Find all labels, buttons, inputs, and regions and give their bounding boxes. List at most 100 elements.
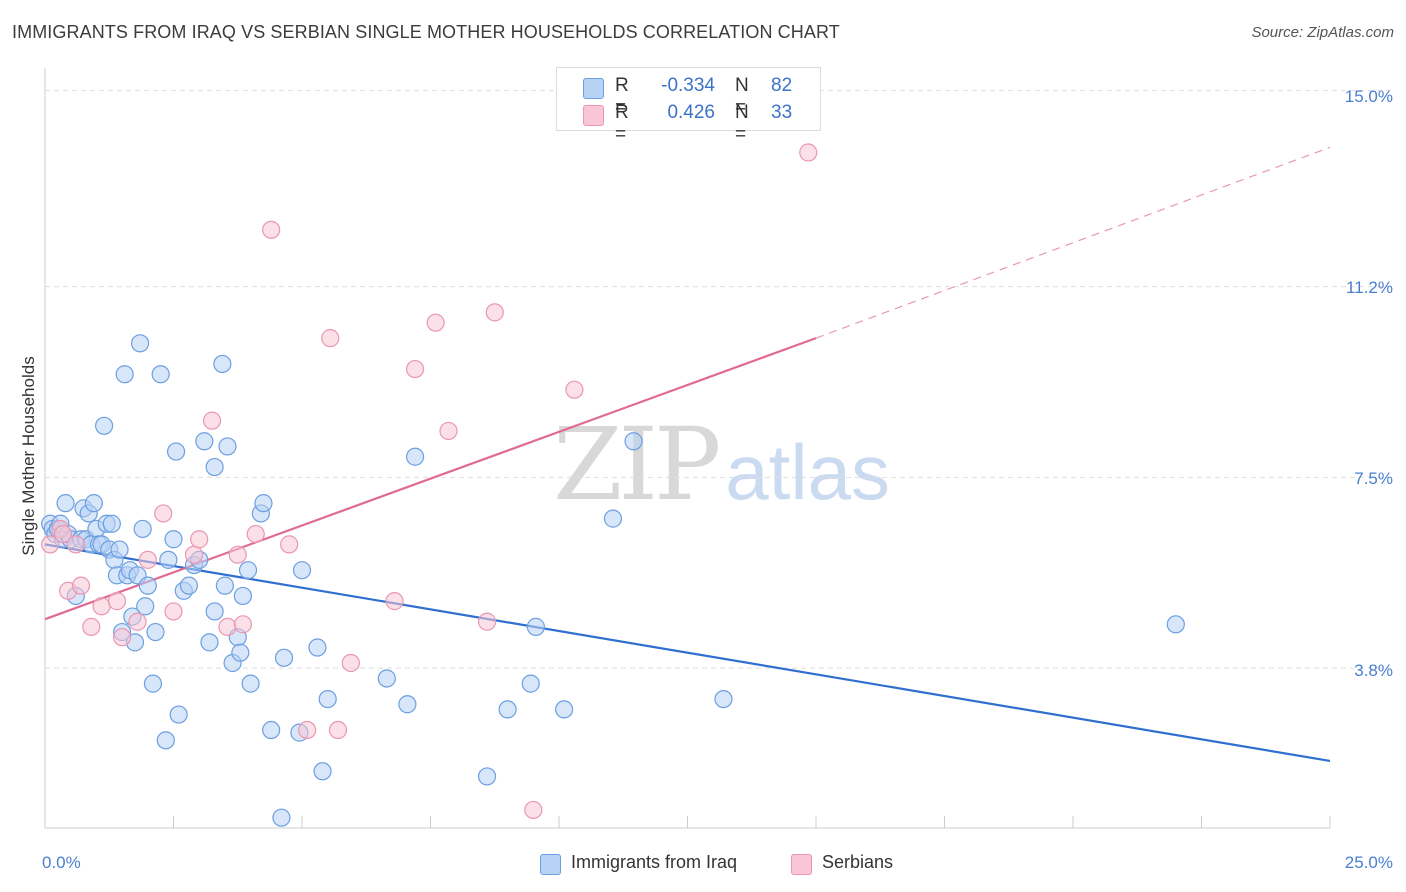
serbians-point — [128, 612, 147, 631]
serbians-trend-line — [44, 337, 817, 621]
grid-lines — [45, 90, 1392, 669]
serbians-point — [246, 524, 265, 544]
x-tick-label: 0.0% — [42, 853, 81, 872]
serbians-point — [233, 615, 252, 634]
iraq-point — [1166, 615, 1185, 634]
serbians-point — [138, 550, 157, 569]
iraq-point — [318, 689, 337, 709]
series-legend: Immigrants from Iraq Serbians — [0, 852, 1406, 878]
legend-n-label: N = — [735, 75, 749, 118]
legend-r-label: R = — [615, 75, 629, 118]
iraq-point — [102, 514, 121, 533]
serbians-point — [524, 800, 543, 820]
iraq-point — [477, 767, 497, 786]
iraq-point — [56, 494, 75, 513]
serbians-point — [439, 421, 458, 441]
serbians-point — [53, 524, 73, 544]
iraq-point — [146, 622, 165, 642]
y-tick-label: 7.5% — [1354, 469, 1393, 488]
stats-legend: R = -0.334 N = 82 R = 0.426 N = 33 — [556, 67, 821, 145]
serbians-point — [341, 653, 360, 673]
serbians-point — [799, 143, 818, 162]
iraq-point — [521, 674, 540, 693]
legend-label: Immigrants from Iraq — [571, 852, 738, 872]
serbians-point — [92, 597, 111, 616]
iraq-point — [313, 762, 332, 781]
iraq-point — [272, 808, 291, 827]
y-tick-label: 11.2% — [1346, 278, 1393, 297]
iraq-point — [159, 550, 178, 569]
legend-n-label: N = — [735, 102, 749, 145]
axes — [44, 68, 1331, 829]
source-note: Source: ZipAtlas.com — [1251, 24, 1394, 41]
iraq-point — [624, 432, 643, 451]
serbians-point — [82, 617, 101, 636]
iraq-point — [526, 617, 545, 636]
iraq-point — [231, 643, 250, 662]
iraq-point — [133, 519, 152, 539]
iraq-point — [292, 561, 312, 580]
iraq-point — [238, 561, 258, 580]
serbians-point — [485, 303, 504, 322]
iraq-point — [241, 674, 260, 693]
serbians-point — [154, 504, 173, 523]
serbians-point — [477, 612, 497, 631]
watermark: ZIP atlas — [553, 406, 890, 523]
serbians-point — [66, 535, 85, 554]
iraq-point — [218, 437, 237, 456]
iraq-point — [213, 354, 232, 374]
iraq-point — [308, 638, 327, 657]
legend-label: Serbians — [822, 852, 894, 872]
legend-r-value: -0.334 — [661, 75, 715, 96]
serbians-point — [112, 628, 132, 647]
serbians-point — [565, 380, 584, 399]
serbians-point — [321, 329, 340, 348]
watermark-zip: ZIP — [553, 406, 721, 523]
iraq-point — [398, 695, 417, 714]
serbians-point — [184, 545, 204, 564]
serbians-point — [262, 220, 281, 239]
serbians-point — [218, 617, 237, 636]
legend-n-value: 82 — [771, 75, 793, 96]
x-tick-label: 25.0% — [1344, 853, 1393, 872]
serbians-point — [405, 359, 425, 379]
iraq-point — [205, 602, 224, 621]
iraq-point — [130, 334, 150, 353]
serbians-point — [328, 720, 348, 740]
iraq-point — [164, 530, 183, 549]
iraq-point — [138, 576, 157, 595]
serbians-point — [385, 592, 404, 611]
iraq-point — [200, 633, 219, 652]
iraq-point — [143, 674, 163, 693]
iraq-point — [169, 705, 188, 724]
iraq-point — [555, 700, 574, 719]
iraq-point — [95, 416, 114, 435]
iraq-point — [205, 457, 224, 477]
chart-title: IMMIGRANTS FROM IRAQ VS SERBIAN SINGLE M… — [12, 22, 840, 42]
legend-swatch-blue — [583, 78, 604, 99]
serbians-point — [280, 535, 299, 554]
iraq-trend-line — [44, 543, 1331, 763]
serbians-point — [202, 411, 222, 430]
serbians-point — [298, 720, 317, 740]
iraq-point — [603, 509, 623, 528]
legend-n-value: 33 — [771, 102, 793, 123]
legend-swatch-blue — [540, 854, 561, 875]
legend-swatch-pink — [791, 854, 812, 875]
iraq-point — [84, 494, 103, 513]
serbians-point — [107, 592, 127, 611]
y-axis-label: Single Mother Households — [19, 356, 38, 556]
trend-lines — [44, 146, 1331, 763]
iraq-point — [156, 731, 175, 750]
serbians-point — [228, 545, 247, 564]
iraq-point — [498, 700, 517, 719]
iraq-point — [274, 648, 294, 667]
serbians-trend-extension — [815, 146, 1331, 339]
iraq-point — [377, 669, 396, 688]
iraq-point — [179, 576, 199, 595]
legend-r-value: 0.426 — [667, 102, 715, 123]
data-points — [41, 143, 1185, 827]
serbians-point — [41, 535, 60, 554]
iraq-point — [115, 365, 134, 384]
